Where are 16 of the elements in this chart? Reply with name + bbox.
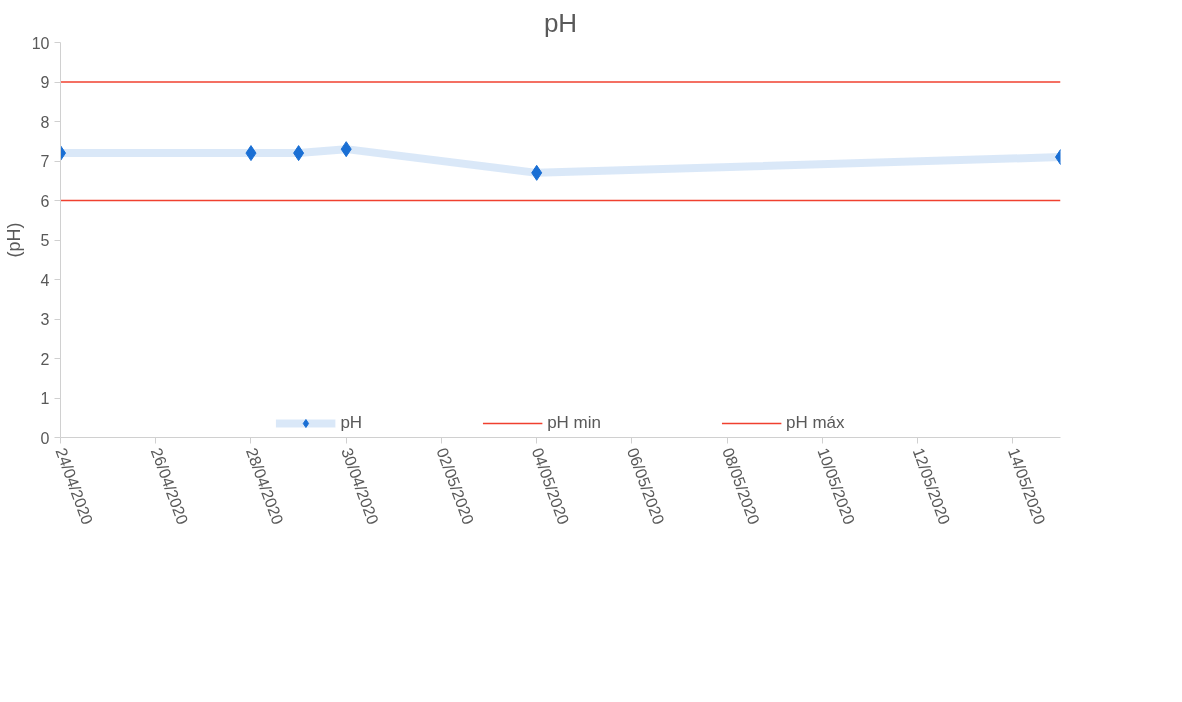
y-tick-label: 2 bbox=[40, 350, 50, 368]
y-tick-label: 8 bbox=[40, 113, 50, 131]
y-tick-label: 5 bbox=[40, 232, 50, 249]
y-tick-label: 1 bbox=[40, 390, 50, 407]
legend-label: pH máx bbox=[786, 413, 845, 433]
y-axis-title: (pH) bbox=[3, 222, 24, 258]
legend-label: pH min bbox=[547, 413, 602, 433]
y-tick-label: 9 bbox=[40, 74, 50, 91]
y-tick-label: 3 bbox=[40, 311, 50, 328]
y-tick-label: 7 bbox=[40, 153, 50, 170]
y-tick-label: 4 bbox=[40, 271, 50, 289]
legend-label: pH bbox=[340, 413, 363, 433]
y-tick-label: 6 bbox=[40, 192, 50, 210]
y-tick-label: 10 bbox=[31, 34, 50, 52]
y-tick-label: 0 bbox=[40, 429, 50, 447]
chart-title: pH bbox=[543, 7, 578, 38]
